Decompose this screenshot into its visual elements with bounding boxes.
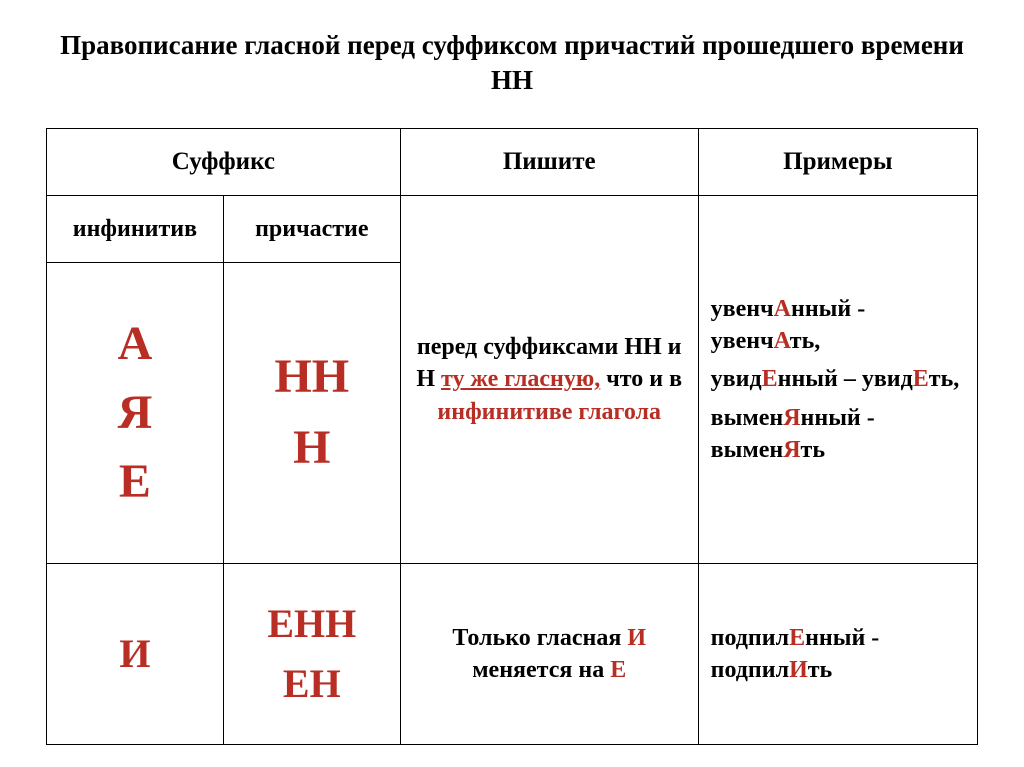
table-header-row: Суффикс Пишите Примеры bbox=[47, 129, 978, 196]
ex4-hl2: И bbox=[789, 657, 808, 683]
letter-e: Е bbox=[119, 450, 151, 515]
suffix-en: ЕН bbox=[283, 657, 341, 711]
header-examples: Примеры bbox=[698, 129, 977, 196]
page-title: Правописание гласной перед суффиксом при… bbox=[46, 28, 978, 98]
header-write: Пишите bbox=[400, 129, 698, 196]
rule1-mid: что и в bbox=[600, 366, 682, 392]
ex4-a: подпил bbox=[711, 625, 789, 651]
ex2-c: ть, bbox=[929, 366, 959, 392]
ex2-b: нный – увид bbox=[778, 366, 913, 392]
suffix-enn: ЕНН bbox=[267, 597, 356, 651]
rule2-hl2: Е bbox=[610, 657, 626, 683]
header-suffix: Суффикс bbox=[47, 129, 401, 196]
ex2-a: увид bbox=[711, 366, 762, 392]
letter-a: А bbox=[118, 312, 153, 377]
part-suffixes-1: НН Н bbox=[223, 263, 400, 564]
examples-cell-2: подпилЕнный - подпилИть bbox=[698, 564, 977, 745]
suffix-n: Н bbox=[293, 416, 330, 481]
table-row: И ЕНН ЕН Только гласная И меняется на Е … bbox=[47, 564, 978, 745]
suffix-nn: НН bbox=[274, 345, 349, 410]
subheader-participle: причастие bbox=[223, 196, 400, 263]
rule2-mid: меняется на bbox=[472, 657, 610, 683]
infin-letters-2: И bbox=[47, 564, 224, 745]
examples-cell-1: увенчАнный - увенчАть, увидЕнный – увидЕ… bbox=[698, 196, 977, 564]
infin-letters-1: А Я Е bbox=[47, 263, 224, 564]
table-subheader-row: инфинитив причастие перед суффиксами НН … bbox=[47, 196, 978, 263]
rule2-pre: Только гласная bbox=[452, 625, 627, 651]
rule1-bold: инфинитиве глагола bbox=[437, 399, 661, 425]
ex3-hl1: Я bbox=[783, 405, 800, 431]
rule2-hl1: И bbox=[627, 625, 646, 651]
ex1-c: ть, bbox=[790, 328, 820, 354]
ex3-hl2: Я bbox=[783, 437, 800, 463]
ex3-a: вымен bbox=[711, 405, 784, 431]
ex1-hl2: А bbox=[774, 328, 790, 354]
rule1-link: ту же гласную, bbox=[441, 366, 600, 392]
rule-cell-1: перед суффиксами НН и Н ту же гласную, ч… bbox=[400, 196, 698, 564]
ex4-hl1: Е bbox=[789, 625, 805, 651]
subheader-infinitive: инфинитив bbox=[47, 196, 224, 263]
rule-cell-2: Только гласная И меняется на Е bbox=[400, 564, 698, 745]
rules-table: Суффикс Пишите Примеры инфинитив причаст… bbox=[46, 128, 978, 745]
part-suffixes-2: ЕНН ЕН bbox=[223, 564, 400, 745]
ex2-hl2: Е bbox=[913, 366, 929, 392]
ex1-a: увенч bbox=[711, 296, 774, 322]
ex4-c: ть bbox=[808, 657, 832, 683]
letter-ya: Я bbox=[118, 381, 153, 446]
ex3-c: ть bbox=[801, 437, 825, 463]
letter-i: И bbox=[119, 627, 150, 681]
ex1-hl1: А bbox=[774, 296, 791, 322]
ex2-hl1: Е bbox=[762, 366, 778, 392]
